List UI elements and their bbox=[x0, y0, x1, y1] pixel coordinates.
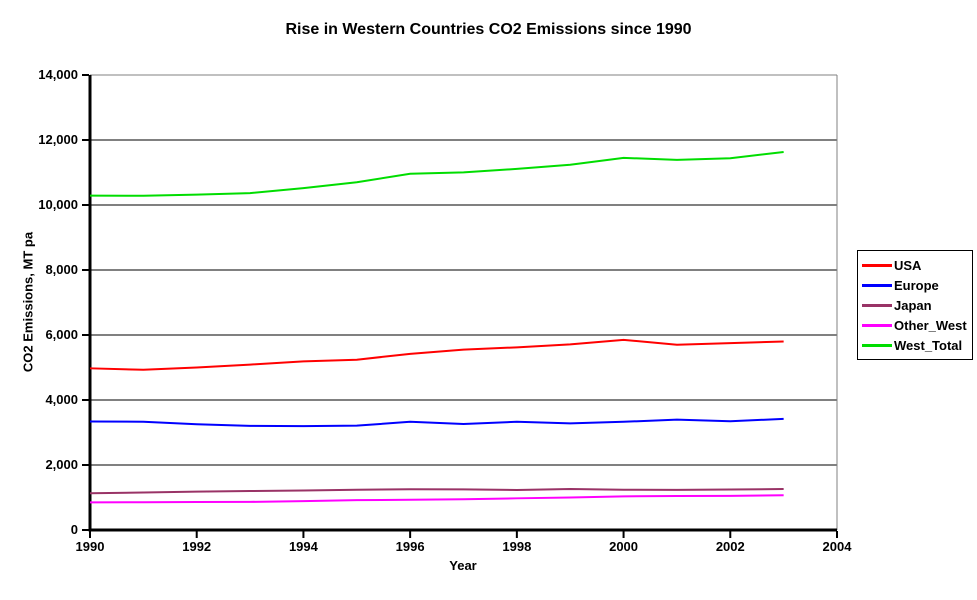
x-tick-label: 2004 bbox=[822, 539, 852, 554]
chart-title: Rise in Western Countries CO2 Emissions … bbox=[285, 21, 692, 38]
x-tick-label: 1992 bbox=[182, 539, 212, 554]
x-tick-label: 1996 bbox=[395, 539, 425, 554]
legend-item-west_total: West_Total bbox=[862, 335, 972, 355]
legend-line-icon bbox=[862, 343, 892, 347]
x-tick-label: 1990 bbox=[75, 539, 105, 554]
legend-item-other_west: Other_West bbox=[862, 315, 972, 335]
legend-item-europe: Europe bbox=[862, 275, 972, 295]
y-tick-label: 12,000 bbox=[38, 132, 78, 147]
x-tick-label: 1994 bbox=[288, 539, 318, 554]
y-tick-label: 10,000 bbox=[38, 197, 78, 212]
x-tick-label: 2000 bbox=[609, 539, 639, 554]
legend-line-icon bbox=[862, 283, 892, 287]
x-axis-title: Year bbox=[449, 558, 477, 573]
legend-label: West_Total bbox=[894, 337, 963, 353]
legend-label: Japan bbox=[894, 297, 932, 313]
y-tick-label: 2,000 bbox=[45, 457, 78, 472]
legend-line-icon bbox=[862, 263, 892, 267]
legend-line-icon bbox=[862, 323, 892, 327]
legend-label: USA bbox=[894, 257, 922, 273]
legend-label: Europe bbox=[894, 277, 939, 293]
legend-line-icon bbox=[862, 303, 892, 307]
y-tick-label: 4,000 bbox=[45, 392, 78, 407]
series-line-other_west bbox=[89, 494, 784, 504]
series-line-europe bbox=[89, 417, 784, 428]
y-tick-label: 6,000 bbox=[45, 327, 78, 342]
x-tick-label: 1998 bbox=[502, 539, 532, 554]
x-tick-label: 2002 bbox=[715, 539, 745, 554]
y-tick-label: 0 bbox=[70, 522, 78, 537]
series-line-west_total bbox=[89, 151, 784, 197]
legend-item-usa: USA bbox=[862, 255, 972, 275]
y-tick-label: 8,000 bbox=[45, 262, 78, 277]
legend-label: Other_West bbox=[894, 317, 967, 333]
legend: USA Europe Japan Other_West West_Total bbox=[857, 250, 973, 360]
legend-item-japan: Japan bbox=[862, 295, 972, 315]
series-line-japan bbox=[89, 488, 784, 495]
series-line-usa bbox=[89, 338, 784, 371]
y-tick-label: 14,000 bbox=[38, 67, 78, 82]
